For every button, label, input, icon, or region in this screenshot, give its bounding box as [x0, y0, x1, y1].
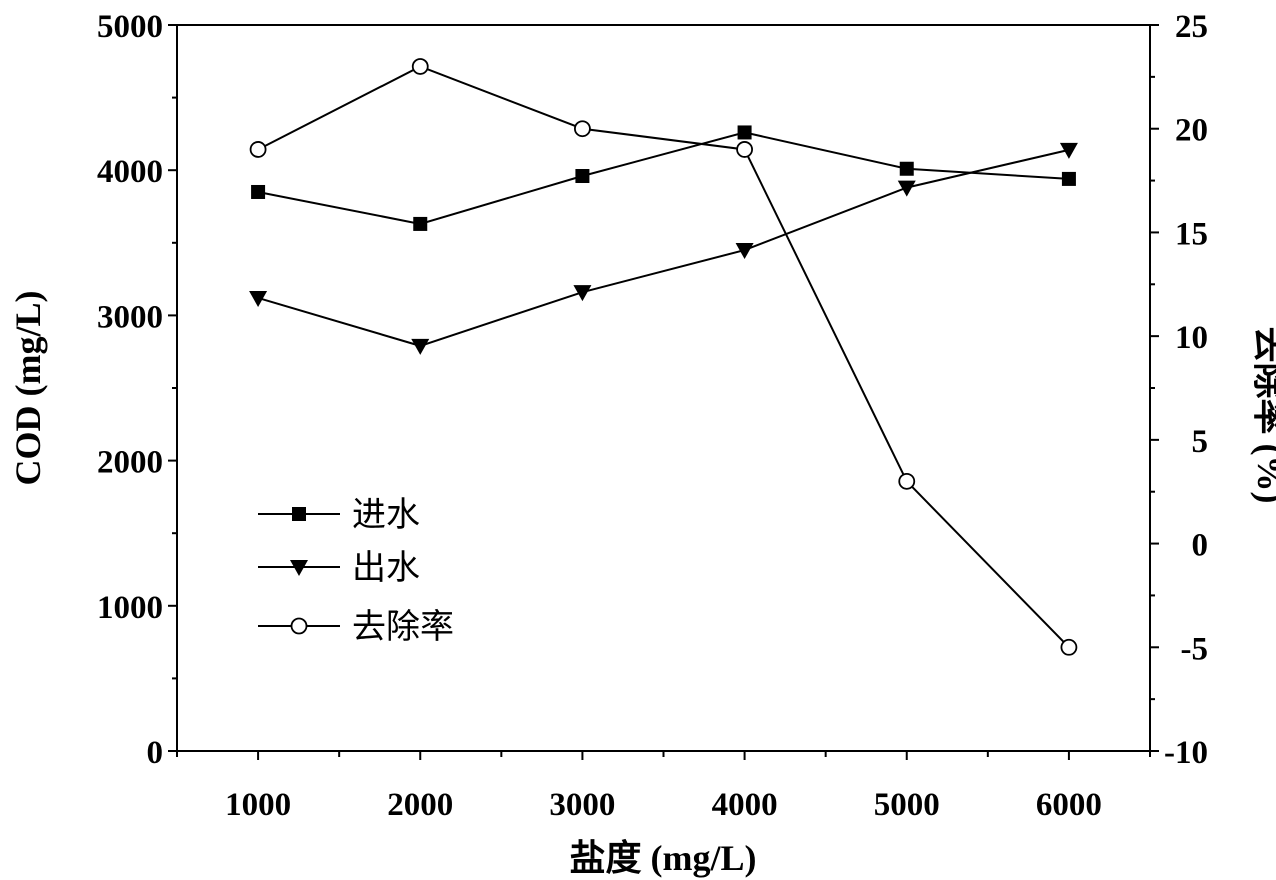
series-line [257, 131, 1069, 225]
x-tick-label: 5000 [874, 787, 940, 823]
y2-tick-label: 20 [1175, 113, 1208, 149]
series-filled-triangle-down [249, 142, 1078, 355]
circle-marker [411, 58, 429, 75]
series-filled-square [251, 125, 1076, 231]
square-marker [413, 216, 428, 231]
y-tick-label: 2000 [97, 445, 163, 481]
x-tick-label: 2000 [387, 787, 453, 823]
circle-marker [574, 120, 591, 138]
y-axis-right: -10 -5 0 5 10 15 20 25 [1150, 9, 1208, 771]
square-marker [251, 184, 266, 199]
legend-label: 进水 [352, 495, 420, 535]
plot-frame [176, 24, 1151, 752]
y2-axis-title: 去除率 (%) [1250, 327, 1276, 504]
legend-item: 去除率 [258, 607, 454, 647]
legend-item: 进水 [258, 495, 420, 535]
triangle-marker [249, 290, 268, 307]
square-marker [899, 161, 914, 176]
series-open-circle [249, 58, 1078, 656]
y-axis-left: 0 1000 2000 3000 4000 5000 [97, 9, 177, 771]
circle-marker [1060, 638, 1078, 656]
circle-marker [290, 617, 308, 635]
triangle-marker [735, 243, 754, 260]
x-tick-label: 6000 [1036, 787, 1102, 823]
x-axis-title: 盐度 (mg/L) [570, 838, 757, 878]
y2-tick-label: 10 [1175, 320, 1208, 356]
square-marker [292, 507, 306, 521]
y2-tick-label: 0 [1192, 528, 1209, 564]
y-axis-title: COD (mg/L) [8, 291, 48, 486]
y-tick-label: 3000 [97, 299, 163, 335]
x-axis: 1000 2000 3000 4000 5000 6000 [176, 751, 1151, 823]
series-line [257, 148, 1070, 347]
y2-tick-label: 5 [1192, 424, 1209, 460]
legend-label: 去除率 [352, 607, 454, 647]
circle-marker [898, 472, 916, 490]
y2-tick-label: -5 [1181, 631, 1209, 667]
triangle-marker [290, 560, 308, 576]
x-tick-label: 1000 [225, 787, 291, 823]
y2-tick-label: 25 [1175, 9, 1208, 45]
square-marker [737, 125, 752, 140]
square-marker [575, 169, 590, 184]
triangle-marker [411, 338, 430, 355]
triangle-marker [573, 285, 592, 302]
x-tick-label: 3000 [549, 787, 615, 823]
legend-label: 出水 [352, 548, 420, 588]
triangle-marker [1059, 142, 1078, 159]
series-line [257, 65, 1070, 648]
x-tick-label: 4000 [712, 787, 778, 823]
square-marker [1061, 171, 1076, 186]
series-layer [249, 58, 1078, 656]
triangle-marker [897, 180, 916, 197]
y2-tick-label: -10 [1164, 735, 1208, 771]
y-tick-label: 4000 [97, 154, 163, 190]
circle-marker [736, 141, 753, 158]
circle-marker [249, 141, 267, 158]
y2-tick-label: 15 [1175, 216, 1208, 252]
y-tick-label: 0 [147, 735, 164, 771]
y-tick-label: 1000 [97, 590, 163, 626]
y-tick-label: 5000 [97, 9, 163, 45]
legend-item: 出水 [258, 548, 420, 588]
